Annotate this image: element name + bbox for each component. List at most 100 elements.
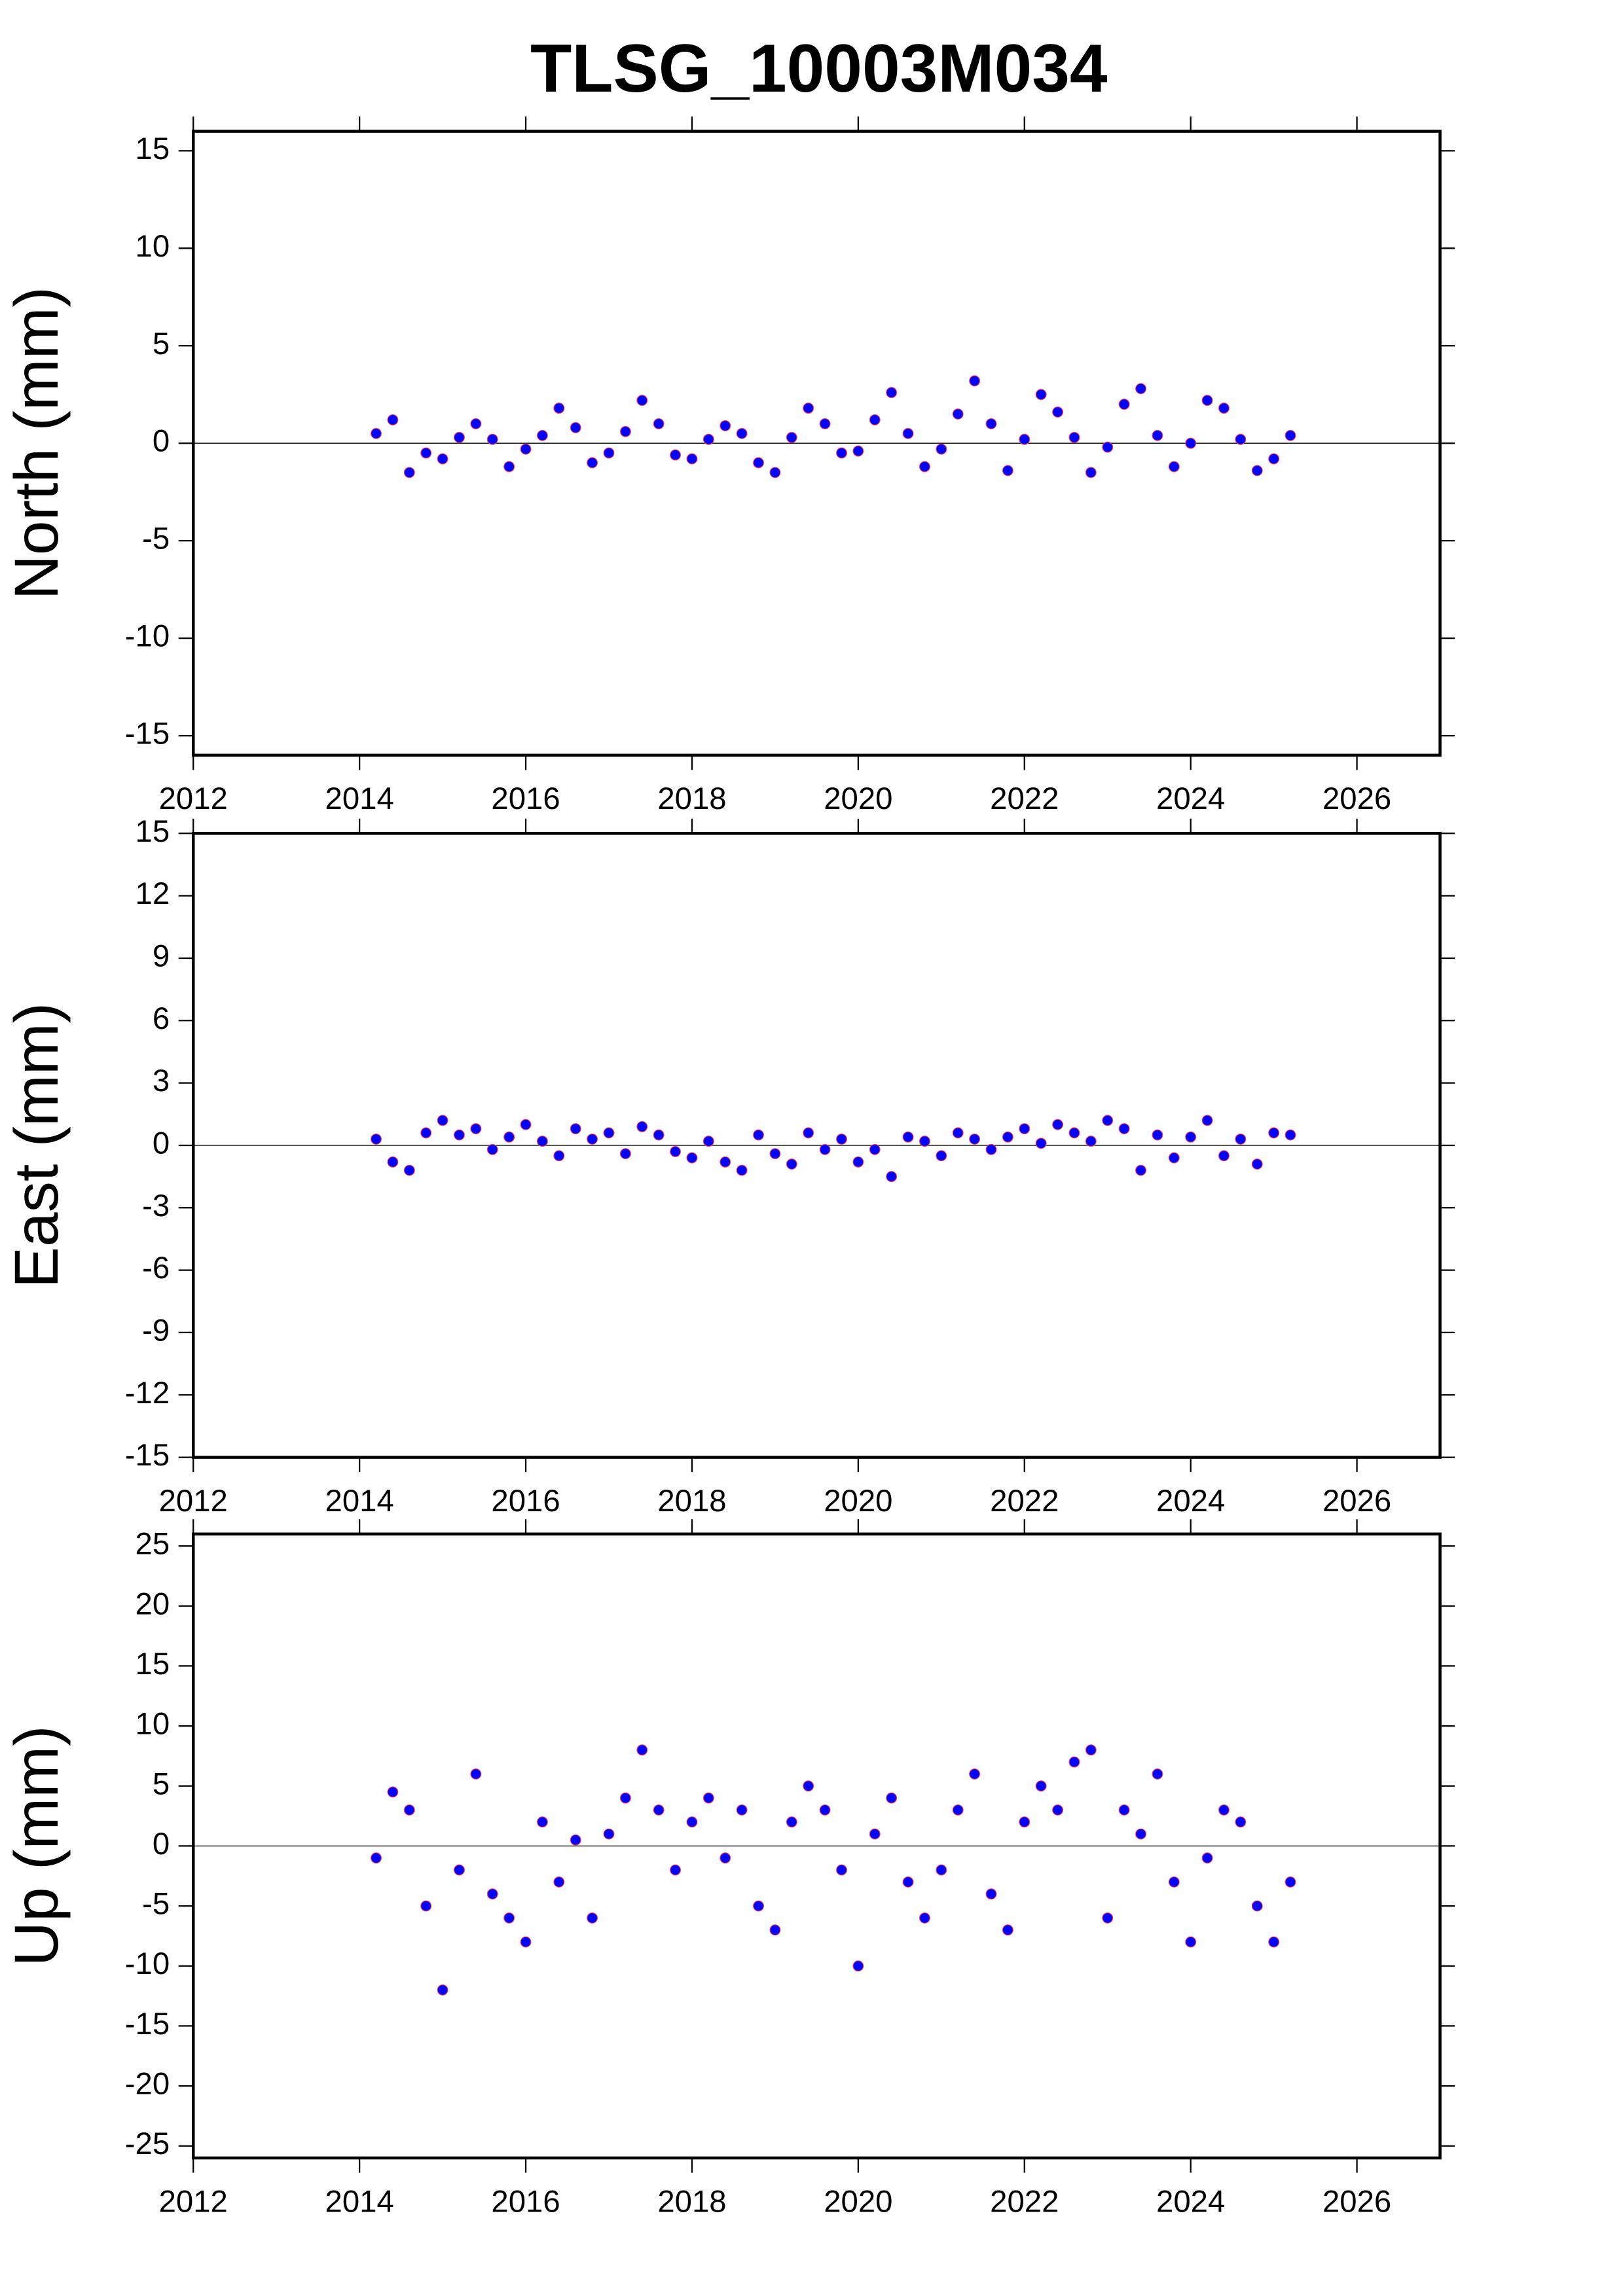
data-point — [1268, 453, 1280, 465]
data-point — [587, 1912, 598, 1924]
data-point — [686, 453, 698, 465]
data-point — [371, 1133, 382, 1145]
data-point — [1102, 1912, 1114, 1924]
data-point — [470, 1768, 482, 1780]
y-tick-label: 10 — [136, 229, 170, 264]
data-point — [1285, 429, 1296, 441]
data-point — [553, 1876, 565, 1888]
data-point — [819, 418, 831, 429]
data-point — [387, 1156, 399, 1168]
x-tick-label: 2024 — [1156, 2184, 1225, 2219]
x-tick-label: 2016 — [491, 781, 560, 816]
data-point — [869, 1828, 881, 1840]
data-point — [1235, 1133, 1247, 1145]
x-tick-label: 2014 — [325, 2184, 394, 2219]
y-tick-label: 25 — [136, 1527, 170, 1562]
data-point — [985, 1888, 997, 1900]
data-point — [1002, 465, 1013, 476]
data-point — [753, 1129, 764, 1141]
data-point — [653, 1129, 665, 1141]
data-point — [720, 420, 731, 431]
x-tick-label: 2022 — [990, 1484, 1059, 1518]
data-point — [1118, 1123, 1130, 1134]
data-point — [919, 461, 930, 473]
data-point — [670, 1864, 682, 1876]
data-point — [803, 403, 814, 414]
data-point — [819, 1804, 831, 1816]
data-point — [686, 1152, 698, 1164]
data-point — [536, 1136, 548, 1147]
data-point — [786, 1158, 797, 1170]
data-point — [1218, 1804, 1230, 1816]
data-point — [520, 443, 532, 455]
x-tick-label: 2014 — [325, 1484, 394, 1518]
plot-frame — [191, 1532, 1442, 2160]
data-point — [553, 1150, 565, 1162]
y-tick-label: 12 — [136, 876, 170, 911]
data-point — [536, 1816, 548, 1828]
y-tick-label: 0 — [153, 1126, 170, 1160]
data-point — [736, 1804, 748, 1816]
y-tick-label: -20 — [125, 2067, 170, 2102]
data-point — [1102, 441, 1114, 453]
x-tick-label: 2012 — [159, 781, 228, 816]
data-point — [936, 443, 947, 455]
x-tick-label: 2012 — [159, 1484, 228, 1518]
data-point — [1118, 399, 1130, 410]
figure-title: TLSG_10003M034 — [530, 30, 1108, 106]
data-point — [636, 395, 648, 406]
panel: -15 -10 -5 0 5 10 15 2012 2014 2016 2018 2020 2022 20… — [2, 117, 1455, 816]
data-point — [470, 418, 482, 429]
data-point — [1185, 1131, 1197, 1143]
y-tick-label: 9 — [153, 939, 170, 973]
data-point — [1035, 1138, 1047, 1149]
data-point — [1235, 1816, 1247, 1828]
x-tick-label: 2016 — [491, 2184, 560, 2219]
data-point — [836, 1864, 847, 1876]
data-point — [886, 387, 898, 399]
data-point — [619, 1792, 631, 1804]
data-point — [1285, 1876, 1296, 1888]
data-point — [803, 1780, 814, 1792]
data-point — [486, 433, 498, 445]
data-point — [437, 1115, 448, 1126]
data-point — [886, 1792, 898, 1804]
y-axis-label: East (mm) — [2, 1003, 71, 1288]
y-tick-label: -6 — [142, 1251, 170, 1285]
data-point — [852, 1156, 864, 1168]
data-point — [919, 1136, 930, 1147]
data-point — [570, 422, 581, 433]
data-point — [803, 1127, 814, 1139]
y-tick-label: -15 — [125, 1438, 170, 1473]
data-point — [619, 425, 631, 437]
x-tick-label: 2026 — [1322, 1484, 1391, 1518]
data-point — [1068, 1756, 1080, 1768]
x-tick-label: 2024 — [1156, 1484, 1225, 1518]
data-point — [1068, 431, 1080, 443]
data-point — [1135, 1828, 1146, 1840]
y-tick-label: 0 — [153, 424, 170, 459]
data-point — [653, 418, 665, 429]
data-point — [454, 1129, 465, 1141]
data-point — [570, 1834, 581, 1846]
data-point — [603, 1127, 615, 1139]
y-tick-label: -10 — [125, 619, 170, 654]
data-point — [371, 1852, 382, 1864]
data-point — [603, 447, 615, 459]
y-tick-label: -15 — [125, 717, 170, 751]
data-point — [969, 1768, 981, 1780]
data-point — [1019, 1816, 1030, 1828]
data-point — [919, 1912, 930, 1924]
data-point — [387, 414, 399, 425]
data-point — [420, 1127, 432, 1139]
data-point — [786, 1816, 797, 1828]
data-point — [1019, 433, 1030, 445]
data-point — [454, 1864, 465, 1876]
data-point — [1168, 1876, 1180, 1888]
data-point — [902, 1131, 914, 1143]
data-point — [1168, 1152, 1180, 1164]
data-point — [454, 431, 465, 443]
y-tick-label: 15 — [136, 132, 170, 166]
data-point — [1052, 1804, 1064, 1816]
y-tick-label: 5 — [153, 327, 170, 361]
